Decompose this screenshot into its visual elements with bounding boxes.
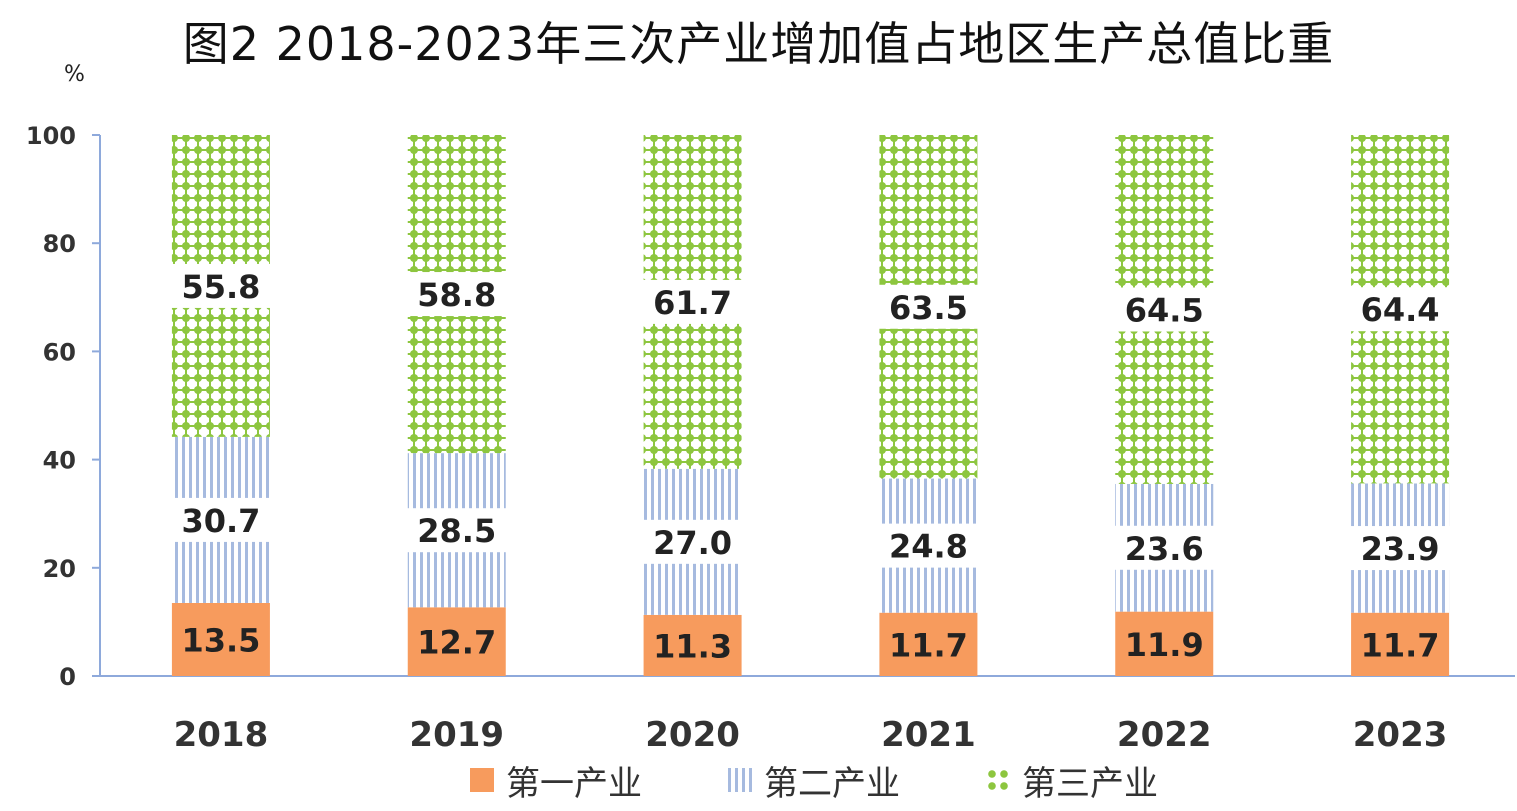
axes: 0 20 40 60 80 100 2018 2019 2020 2021 2022 2023 (26, 122, 1515, 755)
x-tick-label: 2018 (174, 715, 269, 755)
data-label-secondary: 30.7 (181, 502, 260, 540)
data-label-background (1114, 287, 1215, 332)
data-label-background (1114, 525, 1215, 570)
x-tick-label: 2021 (881, 715, 976, 755)
y-tick-label: 20 (43, 555, 76, 583)
data-label-tertiary: 64.4 (1361, 291, 1440, 329)
x-tick-label: 2019 (409, 715, 504, 755)
bar-segment-primary (1115, 611, 1214, 676)
y-tick-label: 60 (43, 338, 76, 366)
data-label-background (170, 263, 271, 308)
legend-label-tertiary: 第三产业 (1022, 763, 1158, 804)
data-label-tertiary: 58.8 (417, 276, 496, 314)
data-label-background (642, 279, 743, 324)
data-label-primary: 12.7 (417, 624, 496, 662)
data-label-secondary: 23.6 (1125, 530, 1204, 568)
data-label-tertiary: 61.7 (653, 284, 732, 322)
data-label-background (1350, 526, 1451, 571)
y-tick-label: 80 (43, 230, 76, 258)
legend-swatch-primary (470, 768, 494, 792)
y-tick-label: 40 (43, 447, 76, 475)
bars (171, 135, 1450, 676)
data-label-tertiary: 55.8 (181, 268, 260, 306)
legend-label-secondary: 第二产业 (764, 763, 900, 804)
data-label-background (1350, 287, 1451, 332)
data-label-tertiary: 63.5 (889, 289, 968, 327)
data-label-tertiary: 64.5 (1125, 291, 1204, 329)
data-label-primary: 11.7 (889, 626, 968, 664)
y-axis-unit: % (64, 62, 85, 87)
data-label-secondary: 24.8 (889, 528, 968, 566)
data-label-primary: 11.7 (1361, 626, 1440, 664)
x-tick-label: 2022 (1117, 715, 1212, 755)
y-tick-label: 0 (59, 663, 76, 691)
data-labels: 13.5 30.7 55.8 12.7 28.5 58.8 11.3 27.0 61.7 11.7… (170, 263, 1451, 665)
data-label-background (642, 519, 743, 564)
legend-item-primary: 第一产业 (470, 756, 642, 805)
data-label-background (878, 523, 979, 568)
data-label-secondary: 23.9 (1361, 530, 1440, 568)
bar-segment-primary (171, 602, 270, 676)
y-tick-label: 100 (26, 122, 76, 150)
bar-segment-primary (407, 607, 506, 676)
legend: 第一产业 第二产业 第三产业 (470, 756, 1158, 805)
legend-label-primary: 第一产业 (506, 763, 642, 804)
data-label-secondary: 27.0 (653, 524, 732, 562)
data-label-background (878, 284, 979, 329)
data-label-primary: 11.9 (1125, 626, 1204, 664)
legend-swatch-secondary (728, 768, 752, 792)
legend-swatch-tertiary (986, 768, 1010, 792)
legend-item-secondary: 第二产业 (728, 756, 900, 805)
data-label-background (406, 508, 507, 553)
data-label-background (406, 272, 507, 317)
data-label-primary: 13.5 (181, 621, 260, 659)
bar-segment-primary (1351, 612, 1450, 676)
bar-segment-primary (643, 614, 742, 676)
data-label-background (170, 497, 271, 542)
chart-title: 图2 2018-2023年三次产业增加值占地区生产总值比重 (182, 17, 1335, 71)
x-tick-label: 2023 (1353, 715, 1448, 755)
x-tick-label: 2020 (645, 715, 740, 755)
legend-item-tertiary: 第三产业 (986, 756, 1158, 805)
data-label-secondary: 28.5 (417, 512, 496, 550)
data-label-primary: 11.3 (653, 627, 732, 665)
bar-segment-primary (879, 612, 978, 676)
